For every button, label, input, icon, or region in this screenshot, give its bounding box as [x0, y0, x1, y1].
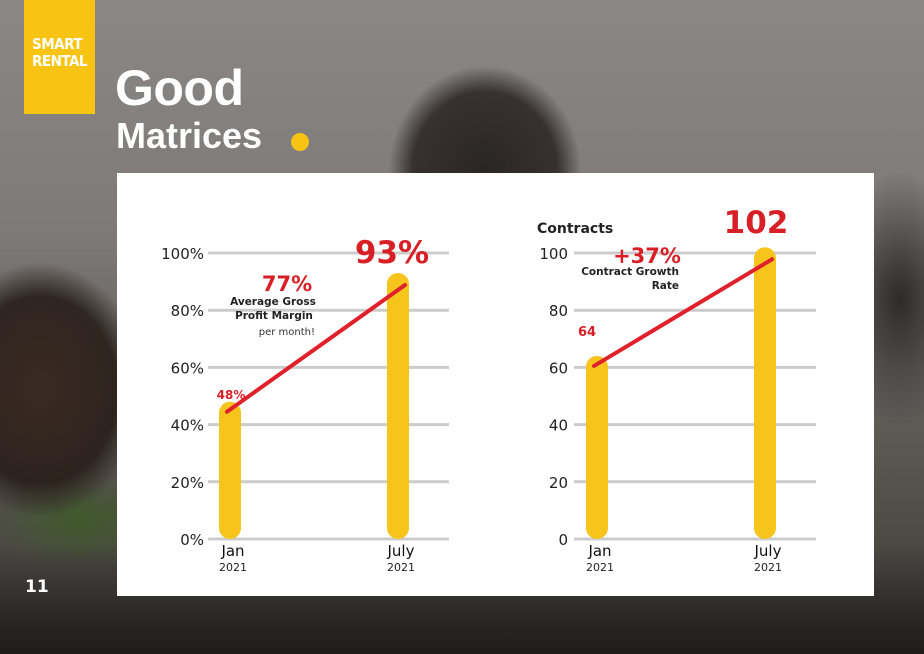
- y-tick-label: 100%: [161, 245, 204, 263]
- x-tick-label: July: [754, 542, 782, 560]
- logo-line-2: RENTAL: [32, 52, 88, 70]
- x-tick-label: July: [387, 542, 415, 560]
- heading-line-1: Good: [115, 60, 244, 116]
- charts-panel: 0% 20% 40% 60% 80% 100% Jan 2021 July 2021 48% 93% 7…: [117, 173, 874, 596]
- smart-rental-logo: SMART RENTAL: [24, 0, 95, 114]
- y-tick-label: 0%: [180, 531, 204, 549]
- y-tick-label: 80: [549, 302, 568, 320]
- y-tick-label: 20: [549, 474, 568, 492]
- value-label-july: 102: [724, 205, 789, 241]
- y-tick-label: 100: [539, 245, 568, 263]
- annotation-value: 77%: [262, 272, 312, 296]
- bar: [754, 247, 776, 539]
- annotation-line-3: per month!: [259, 327, 315, 338]
- y-tick-label: 40: [549, 417, 568, 435]
- annotation-line-2: Rate: [652, 280, 679, 292]
- trend-line: [225, 283, 407, 414]
- annotation-value: +37%: [613, 244, 681, 268]
- trend-line: [592, 257, 774, 368]
- x-tick-sublabel: 2021: [219, 561, 247, 574]
- y-tick-label: 60%: [171, 359, 204, 377]
- heading-dot: [291, 133, 309, 151]
- value-label-july: 93%: [355, 235, 429, 271]
- value-label-jan: 48%: [217, 388, 246, 402]
- x-tick-sublabel: 2021: [586, 561, 614, 574]
- y-tick-label: 80%: [171, 302, 204, 320]
- y-tick-label: 20%: [171, 474, 204, 492]
- annotation-line-2: Profit Margin: [235, 310, 313, 322]
- y-tick-label: 40%: [171, 417, 204, 435]
- bar: [586, 355, 608, 539]
- heading-line-2: Matrices: [116, 115, 263, 156]
- logo-line-1: SMART: [32, 35, 83, 53]
- y-tick-label: 60: [549, 359, 568, 377]
- y-axis-label: Contracts: [537, 221, 613, 237]
- value-label-jan: 64: [578, 325, 596, 340]
- x-tick-sublabel: 2021: [387, 561, 415, 574]
- profit-margin-chart: 0%20%40%60%80%100%Jan2021July202148%93%7…: [161, 205, 816, 574]
- page-number: 11: [25, 577, 49, 597]
- bar: [387, 273, 409, 539]
- bar: [219, 401, 241, 539]
- y-tick-label: 0: [558, 531, 568, 549]
- annotation-line-1: Contract Growth: [581, 266, 679, 278]
- annotation-line-1: Average Gross: [230, 296, 316, 308]
- x-tick-sublabel: 2021: [754, 561, 782, 574]
- x-tick-label: Jan: [587, 542, 611, 560]
- x-tick-label: Jan: [220, 542, 244, 560]
